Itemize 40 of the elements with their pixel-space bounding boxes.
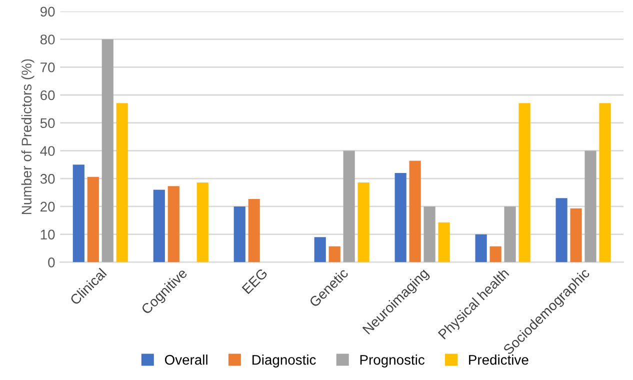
y-tick-label: 30 <box>40 174 55 184</box>
bar <box>599 103 611 262</box>
bar <box>116 103 128 262</box>
legend-label: Diagnostic <box>252 354 316 368</box>
y-tick-label: 50 <box>40 118 55 128</box>
bar <box>518 103 530 262</box>
bar <box>394 173 406 262</box>
bar <box>72 164 84 262</box>
bar <box>87 176 99 262</box>
y-tick-label: 70 <box>40 62 55 72</box>
bar <box>475 234 487 262</box>
bar <box>438 222 450 262</box>
y-tick-label: 20 <box>40 202 55 212</box>
y-tick-label: 40 <box>40 146 55 156</box>
bar <box>248 198 260 262</box>
bar <box>490 246 502 262</box>
y-tick-label: 60 <box>40 90 55 100</box>
bar <box>556 198 568 262</box>
y-axis-title: Number of Predictors (%) <box>21 59 34 214</box>
bar <box>196 182 208 262</box>
legend-label: Overall <box>164 354 208 365</box>
bar <box>409 160 421 262</box>
bar <box>504 206 516 262</box>
y-tick-label: 80 <box>40 34 55 44</box>
bar <box>168 186 180 262</box>
bar <box>584 150 596 262</box>
bar <box>314 237 326 262</box>
bar <box>343 150 355 262</box>
y-tick-label: 0 <box>48 258 55 268</box>
bar <box>102 39 114 262</box>
bar <box>234 206 246 262</box>
y-tick-label: 90 <box>40 6 55 17</box>
bar <box>153 190 165 262</box>
bar <box>424 206 436 262</box>
bar <box>358 182 370 262</box>
bar <box>328 246 340 262</box>
bar <box>570 208 582 262</box>
y-tick-label: 10 <box>40 230 55 240</box>
legend-label: Predictive <box>469 354 528 365</box>
legend-label: Prognostic <box>360 354 424 368</box>
